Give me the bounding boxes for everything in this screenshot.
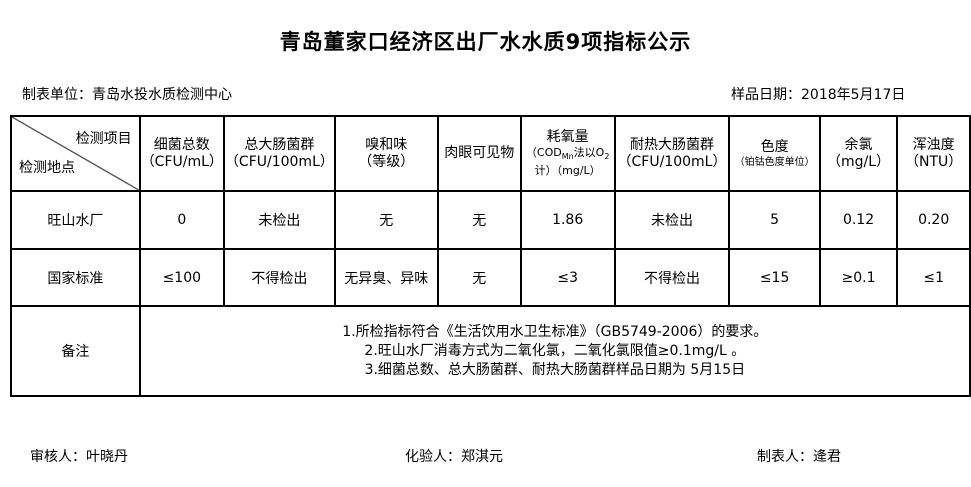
cell-standard-color: ≤15 bbox=[728, 248, 821, 307]
cod-part3: 计）（mg/L） bbox=[534, 164, 601, 178]
remark-content: 1.所检指标符合《生活饮用水卫生标准》（GB5749-2006）的要求。 2.旺… bbox=[138, 305, 971, 397]
header-turbidity-unit: （NTU） bbox=[905, 153, 963, 170]
cod-part1: （COD bbox=[525, 145, 562, 159]
cell-plant-cod: 1.86 bbox=[519, 190, 616, 250]
water-quality-table: 检测项目 检测地点 细菌总数 （CFU/mL） 总大肠菌群 （CFU/100mL… bbox=[10, 115, 971, 397]
cell-standard-turbidity: ≤1 bbox=[896, 248, 971, 307]
remark-line-3: 3.细菌总数、总大肠菌群、耐热大肠菌群样品日期为 5月15日 bbox=[364, 361, 746, 378]
sample-date-label: 样品日期：2018年5月17日 bbox=[731, 87, 906, 103]
header-chlorine: 余氯 （mg/L） bbox=[818, 115, 899, 192]
header-odor: 嗅和味 （等级） bbox=[333, 115, 439, 192]
header-color-name: 色度 bbox=[760, 138, 789, 155]
issuer-label: 制表单位：青岛水投水质检测中心 bbox=[22, 87, 232, 103]
header-visible-matter-name: 肉眼可见物 bbox=[444, 145, 515, 161]
cod-part2: 法以O bbox=[573, 145, 605, 159]
page-title: 青岛董家口经济区出厂水水质9项指标公示 bbox=[279, 30, 692, 54]
header-chlorine-unit: （mg/L） bbox=[827, 153, 891, 170]
diagonal-divider bbox=[12, 118, 138, 189]
header-heat-coliform-name: 耐热大肠菌群 bbox=[630, 136, 715, 153]
table-row-plant: 旺山水厂 0 未检出 无 无 1.86 未检出 5 0.12 0.20 bbox=[10, 190, 971, 250]
cell-plant-color: 5 bbox=[728, 190, 821, 250]
tester-label: 化验人：郑淇元 bbox=[405, 449, 503, 465]
cell-plant-bacteria: 0 bbox=[138, 190, 225, 250]
header-color-unit: （铂钴色度单位） bbox=[734, 156, 815, 168]
cell-plant-visible: 无 bbox=[436, 190, 522, 250]
cell-plant-heat-coliform: 未检出 bbox=[613, 190, 731, 250]
cell-standard-cod: ≤3 bbox=[519, 248, 616, 307]
cod-sub-mn: Mn bbox=[561, 152, 574, 162]
cell-plant-coliform: 未检出 bbox=[222, 190, 336, 250]
header-coliform: 总大肠菌群 （CFU/100mL） bbox=[222, 115, 336, 192]
corner-label-items: 检测项目 bbox=[75, 131, 132, 147]
remark-line-1: 1.所检指标符合《生活饮用水卫生标准》（GB5749-2006）的要求。 bbox=[342, 323, 768, 340]
cell-standard-heat-coliform: 不得检出 bbox=[613, 248, 731, 307]
row-label-plant: 旺山水厂 bbox=[10, 190, 141, 250]
header-cod-name: 耗氧量 bbox=[546, 128, 589, 145]
preparer-label: 制表人：逄君 bbox=[757, 449, 841, 465]
header-bacteria-name: 细菌总数 bbox=[153, 136, 210, 153]
header-color: 色度 （铂钴色度单位） bbox=[728, 115, 821, 192]
cell-standard-visible: 无 bbox=[436, 248, 522, 307]
cod-sub-o2: 2 bbox=[604, 152, 610, 162]
header-bacteria-unit: （CFU/mL） bbox=[140, 153, 223, 170]
header-heat-coliform-unit: （CFU/100mL） bbox=[617, 153, 727, 170]
header-chlorine-name: 余氯 bbox=[844, 136, 873, 153]
header-cod: 耗氧量 （CODMn法以O2计）（mg/L） bbox=[519, 115, 616, 192]
header-odor-name: 嗅和味 bbox=[365, 136, 408, 153]
header-odor-unit: （等级） bbox=[358, 153, 415, 170]
header-heat-coliform: 耐热大肠菌群 （CFU/100mL） bbox=[613, 115, 731, 192]
header-coliform-unit: （CFU/100mL） bbox=[224, 153, 334, 170]
cell-standard-chlorine: ≥0.1 bbox=[818, 248, 899, 307]
reviewer-label: 审核人：叶晓丹 bbox=[30, 449, 128, 465]
table-header-row: 检测项目 检测地点 细菌总数 （CFU/mL） 总大肠菌群 （CFU/100mL… bbox=[10, 115, 971, 192]
header-visible-matter: 肉眼可见物 bbox=[436, 115, 522, 192]
header-cod-unit: （CODMn法以O2计）（mg/L） bbox=[523, 145, 613, 178]
cell-standard-bacteria: ≤100 bbox=[138, 248, 225, 307]
cell-plant-chlorine: 0.12 bbox=[818, 190, 899, 250]
header-bacteria: 细菌总数 （CFU/mL） bbox=[138, 115, 225, 192]
header-coliform-name: 总大肠菌群 bbox=[244, 136, 315, 153]
remark-label: 备注 bbox=[10, 305, 141, 397]
corner-cell: 检测项目 检测地点 bbox=[10, 115, 141, 192]
table-row-remark: 备注 1.所检指标符合《生活饮用水卫生标准》（GB5749-2006）的要求。 … bbox=[10, 305, 971, 397]
remark-line-2: 2.旺山水厂消毒方式为二氧化氯，二氧化氯限值≥0.1mg/L 。 bbox=[364, 342, 746, 359]
table-row-standard: 国家标准 ≤100 不得检出 无异臭、异味 无 ≤3 不得检出 ≤15 ≥0.1… bbox=[10, 248, 971, 307]
header-turbidity: 浑浊度 （NTU） bbox=[896, 115, 971, 192]
cell-plant-turbidity: 0.20 bbox=[896, 190, 971, 250]
cell-plant-odor: 无 bbox=[333, 190, 439, 250]
cell-standard-coliform: 不得检出 bbox=[222, 248, 336, 307]
header-turbidity-name: 浑浊度 bbox=[912, 136, 955, 153]
row-label-standard: 国家标准 bbox=[10, 248, 141, 307]
cell-standard-odor: 无异臭、异味 bbox=[333, 248, 439, 307]
corner-label-sites: 检测地点 bbox=[19, 160, 75, 176]
